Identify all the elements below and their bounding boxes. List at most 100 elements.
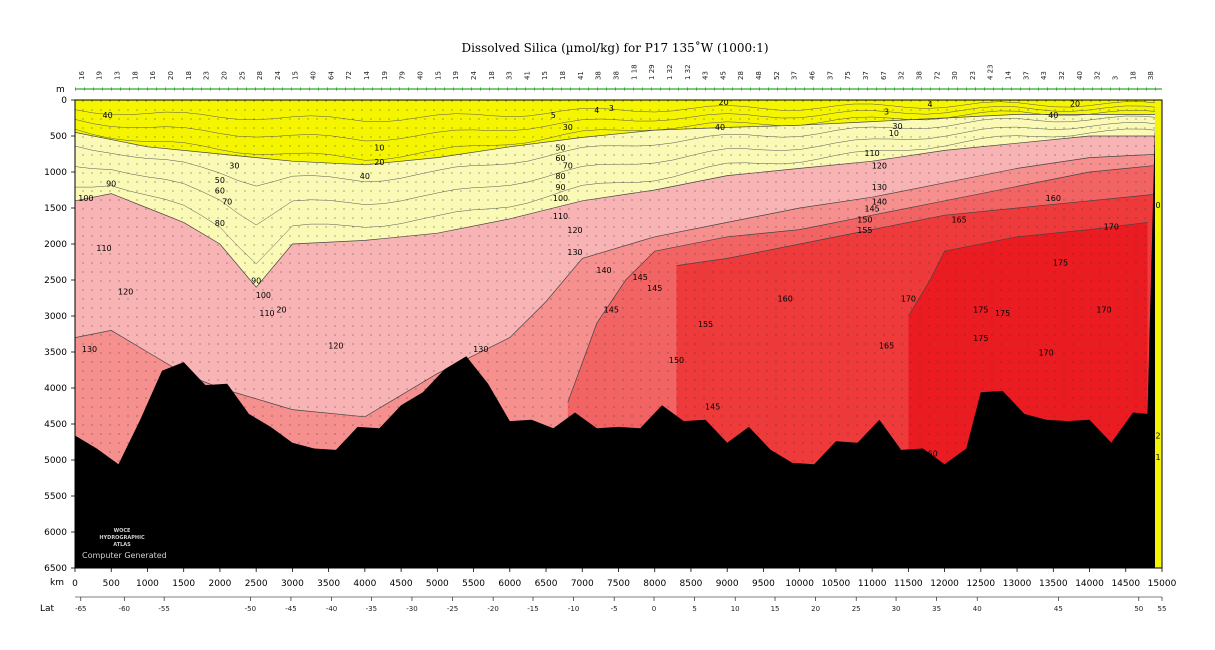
contour-label: 145 bbox=[604, 305, 619, 314]
latitude-tick-label: -25 bbox=[447, 605, 458, 613]
latitude-tick-label: 40 bbox=[973, 605, 982, 613]
contour-minor bbox=[75, 101, 1162, 123]
station-label: 20 bbox=[221, 71, 229, 80]
station-label: 3 bbox=[1112, 76, 1120, 80]
depth-unit-label: m bbox=[56, 85, 65, 95]
contour-label: 145 bbox=[647, 284, 662, 293]
distance-tick-label: 12500 bbox=[967, 579, 996, 589]
contour-lines bbox=[75, 101, 1162, 418]
station-label: 43 bbox=[1040, 71, 1048, 80]
contour-label: 90 bbox=[251, 277, 261, 286]
contour-label: 10 bbox=[374, 143, 384, 152]
contour-label: 80 bbox=[555, 172, 565, 181]
station-label: 15 bbox=[292, 71, 300, 80]
distance-tick-label: 0 bbox=[72, 579, 78, 589]
distance-tick-label: 10500 bbox=[822, 579, 851, 589]
station-label: 40 bbox=[310, 71, 318, 80]
latitude-tick-label: -20 bbox=[487, 605, 498, 613]
distance-tick-label: 15000 bbox=[1148, 579, 1177, 589]
latitude-tick-label: 0 bbox=[652, 605, 656, 613]
contour-label: 120 bbox=[872, 161, 887, 170]
contour-label: 140 bbox=[872, 197, 887, 206]
contour-label: 100 bbox=[256, 291, 271, 300]
contour-label: 110 bbox=[553, 212, 568, 221]
right-edge-strip bbox=[1155, 100, 1162, 568]
station-label: 64 bbox=[327, 71, 335, 80]
station-label: 13 bbox=[114, 71, 122, 80]
contour-label: 50 bbox=[555, 143, 565, 152]
computer-generated-note: Computer Generated bbox=[82, 551, 167, 560]
contour-minor bbox=[75, 105, 1162, 142]
distance-tick-label: 14000 bbox=[1075, 579, 1104, 589]
contour-label: 70 bbox=[563, 161, 573, 170]
contour-label: 170 bbox=[1038, 349, 1053, 358]
station-label: 28 bbox=[256, 71, 264, 80]
contour-minor bbox=[75, 115, 1162, 187]
station-label: 46 bbox=[809, 71, 817, 80]
contour-label: 90 bbox=[106, 179, 116, 188]
distance-tick-label: 9000 bbox=[716, 579, 739, 589]
chart-title: Dissolved Silica (µmol/kg) for P17 135˚W… bbox=[461, 40, 768, 55]
contour-label: 100 bbox=[78, 194, 93, 203]
contour-label: 130 bbox=[567, 248, 582, 257]
contour-label: 5 bbox=[551, 111, 556, 120]
seafloor bbox=[75, 125, 1162, 568]
distance-tick-label: 4000 bbox=[353, 579, 376, 589]
station-label: 24 bbox=[274, 71, 282, 80]
station-label: 4 23 bbox=[987, 64, 995, 80]
distance-tick-label: 2500 bbox=[245, 579, 268, 589]
depth-tick-label: 3500 bbox=[44, 348, 67, 358]
station-label: 52 bbox=[773, 71, 781, 80]
station-label: 38 bbox=[595, 71, 603, 80]
contour-label: 160 bbox=[1046, 194, 1061, 203]
contour-label: 110 bbox=[864, 149, 879, 158]
station-label: 1 18 bbox=[630, 64, 638, 80]
contour-label: 175 bbox=[973, 305, 988, 314]
station-label: 41 bbox=[577, 71, 585, 80]
latitude-tick-label: -60 bbox=[119, 605, 130, 613]
contour-100 bbox=[75, 135, 1162, 288]
station-label: 19 bbox=[96, 71, 104, 80]
contour-label: 130 bbox=[82, 345, 97, 354]
latitude-tick-label: 20 bbox=[811, 605, 820, 613]
contour-label: 155 bbox=[698, 320, 713, 329]
contour-label: 4 bbox=[928, 100, 933, 109]
latitude-tick-label: 30 bbox=[892, 605, 901, 613]
station-label: 72 bbox=[933, 71, 941, 80]
station-label-row: 16 19 13 18 16 20 18 23 20 25 28 24 15 40 64 72 14 19 79 40… bbox=[78, 64, 1155, 80]
latitude-tick-label: 10 bbox=[731, 605, 740, 613]
woce-watermark: WOCE HYDROGRAPHIC ATLAS bbox=[99, 528, 145, 548]
contour-label: 175 bbox=[1053, 259, 1068, 268]
distance-tick-label: 6500 bbox=[535, 579, 558, 589]
latitude-axis: -65 -60 -55 -50 -45 -40 -35 -30 -25 -20 -15 -10 -5 0 5… bbox=[75, 596, 1166, 613]
depth-tick-label: 3000 bbox=[44, 312, 67, 322]
contour-label: 150 bbox=[857, 215, 872, 224]
contour-label: 145 bbox=[705, 403, 720, 412]
distance-tick-label: 10000 bbox=[785, 579, 814, 589]
station-label: 41 bbox=[523, 71, 531, 80]
latitude-tick-label: -55 bbox=[158, 605, 169, 613]
distance-tick-label: 3500 bbox=[317, 579, 340, 589]
station-label: 16 bbox=[78, 71, 86, 80]
station-label: 72 bbox=[345, 71, 353, 80]
contour-label: 20 bbox=[374, 158, 384, 167]
distance-tick-label: 4500 bbox=[390, 579, 413, 589]
contour-label: 3 bbox=[884, 107, 889, 116]
distance-axis: 0 500 1000 1500 2000 2500 3000 3500 4000 4500 5000… bbox=[72, 568, 1177, 589]
contour-label: 40 bbox=[103, 111, 113, 120]
station-label: 28 bbox=[737, 71, 745, 80]
distance-tick-label: 6000 bbox=[498, 579, 521, 589]
depth-tick-label: 500 bbox=[50, 132, 67, 142]
distance-unit-label: km bbox=[50, 578, 64, 588]
depth-tick-label: 5000 bbox=[44, 456, 67, 466]
contour-label: 140 bbox=[596, 266, 611, 275]
station-label: 19 bbox=[452, 71, 460, 80]
station-label: 43 bbox=[702, 71, 710, 80]
distance-tick-label: 7000 bbox=[571, 579, 594, 589]
contour-label: 150 bbox=[669, 356, 684, 365]
contour-label: 120 bbox=[567, 226, 582, 235]
contour-label: 175 bbox=[973, 334, 988, 343]
depth-tick-label: 5500 bbox=[44, 492, 67, 502]
